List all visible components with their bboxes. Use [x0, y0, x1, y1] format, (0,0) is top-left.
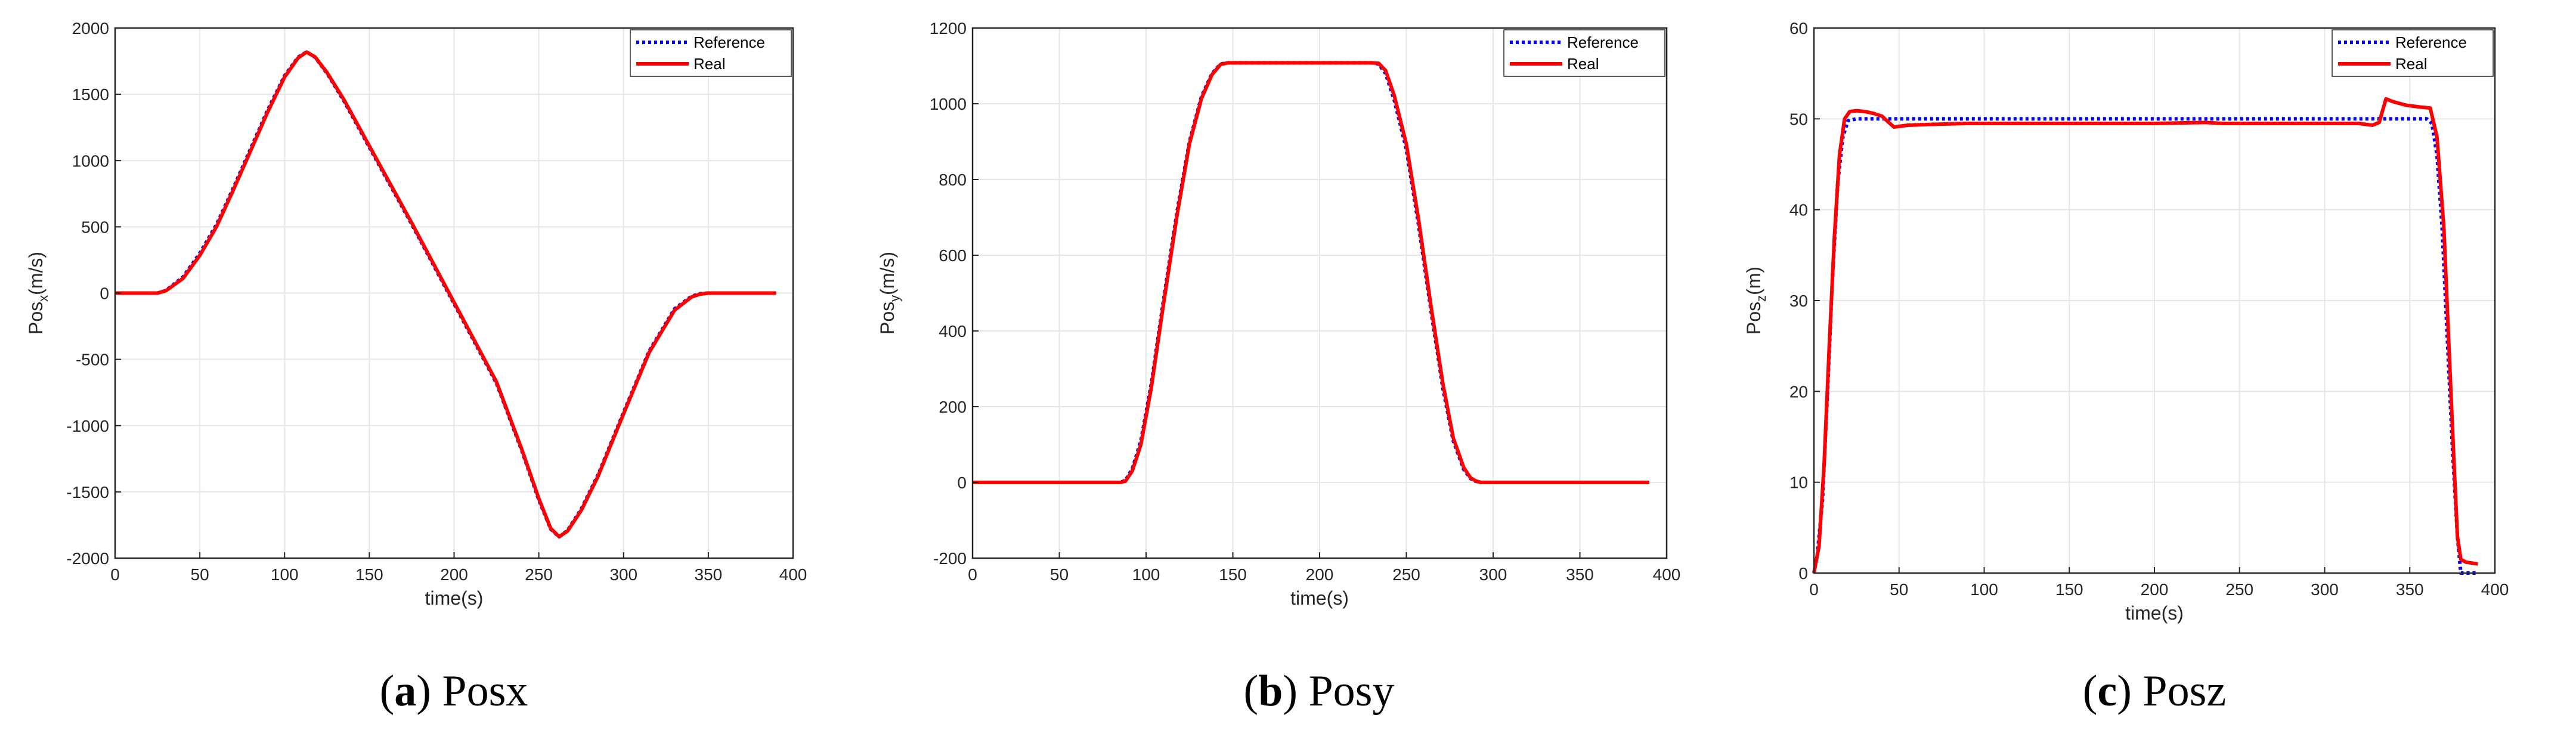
x-tick-label: 200 [2141, 580, 2169, 599]
x-tick-label: 350 [1566, 565, 1594, 584]
x-tick-label: 50 [1890, 580, 1908, 599]
x-tick-label: 100 [1970, 580, 1998, 599]
legend-label-real: Real [2395, 55, 2427, 73]
y-tick-label: 50 [1789, 110, 1808, 128]
y-tick-label: -1500 [66, 483, 109, 502]
y-axis-label: Posx(m/s) [25, 252, 51, 335]
x-axis-label: time(s) [425, 587, 484, 609]
x-tick-label: 0 [110, 565, 120, 584]
x-tick-label: 150 [2055, 580, 2083, 599]
y-tick-label: 400 [939, 322, 967, 341]
legend-label-reference: Reference [2395, 33, 2467, 51]
y-tick-label: 1000 [930, 95, 967, 113]
series-line-real [973, 61, 1649, 484]
legend: Reference Real [2332, 29, 2494, 77]
chart-panel-c: 0 50 100 150 200 250 300 350 400 0 10 20 30 40 50 60 tim… [1743, 19, 2509, 716]
chart-panel-b: 0 50 100 150 200 250 300 350 400-200020040060080… [877, 19, 1680, 716]
x-tick-label: 250 [2225, 580, 2253, 599]
legend: Reference Real [1503, 29, 1665, 77]
y-tick-label: 0 [957, 473, 967, 492]
chart-panel-a: 0 50 100 150 200 250 300 350 400 -2000 -1500 -1000 -… [25, 19, 807, 716]
x-tick-label: 100 [1132, 565, 1160, 584]
legend-label-real: Real [1567, 55, 1599, 73]
x-tick-label: 400 [2481, 580, 2509, 599]
x-tick-label: 300 [609, 565, 637, 584]
x-tick-label: 200 [440, 565, 468, 584]
x-tick-label: 150 [1219, 565, 1247, 584]
y-tick-label: 40 [1789, 201, 1808, 219]
x-tick-label: 300 [2311, 580, 2339, 599]
subfigure-caption: (c) Posz [2083, 667, 2226, 716]
x-tick-label: 350 [2396, 580, 2424, 599]
x-tick-label: 250 [525, 565, 553, 584]
legend-label-reference: Reference [1567, 33, 1639, 51]
y-tick-label: -500 [76, 351, 109, 369]
y-tick-label: 1500 [72, 85, 109, 104]
x-tick-label: 400 [1653, 565, 1681, 584]
y-tick-label: -2000 [66, 549, 109, 568]
y-tick-label: 20 [1789, 382, 1808, 401]
y-tick-label: 1000 [72, 151, 109, 170]
y-tick-label: 800 [939, 171, 967, 189]
legend-box [630, 29, 792, 77]
y-tick-label: 10 [1789, 473, 1808, 492]
y-tick-label: 30 [1789, 292, 1808, 310]
y-tick-label: 60 [1789, 19, 1808, 38]
x-tick-label: 50 [191, 565, 209, 584]
y-axis-label: Posy(m/s) [877, 252, 902, 335]
y-tick-label: 0 [100, 284, 109, 303]
y-tick-label: 1200 [930, 19, 967, 38]
x-tick-label: 50 [1050, 565, 1069, 584]
subfigure-caption: (b) Posy [1244, 667, 1395, 716]
series-line-real [1812, 97, 2478, 574]
y-tick-label: -200 [933, 549, 967, 568]
legend-box [2332, 29, 2494, 77]
x-tick-label: 400 [779, 565, 807, 584]
legend: Reference Real [630, 29, 792, 77]
legend-label-real: Real [693, 55, 725, 73]
x-tick-label: 150 [355, 565, 383, 584]
x-tick-label: 350 [695, 565, 723, 584]
legend-label-reference: Reference [693, 33, 765, 51]
x-tick-label: 0 [968, 565, 977, 584]
x-tick-label: 250 [1392, 565, 1420, 584]
series-line-real [115, 50, 776, 538]
y-tick-label: 600 [939, 246, 967, 265]
x-tick-label: 300 [1479, 565, 1507, 584]
x-tick-label: 200 [1306, 565, 1334, 584]
x-axis-label: time(s) [1290, 587, 1349, 609]
x-tick-label: 100 [271, 565, 299, 584]
subfigure-caption: (a) Posx [380, 667, 528, 716]
y-tick-label: -1000 [66, 417, 109, 435]
y-tick-label: 500 [81, 218, 109, 236]
legend-box [1503, 29, 1665, 77]
y-tick-label: 200 [939, 398, 967, 416]
y-tick-label: 2000 [72, 19, 109, 38]
x-axis-label: time(s) [2125, 602, 2184, 624]
y-tick-label: 0 [1798, 564, 1808, 583]
y-axis-label: Posz(m) [1743, 267, 1769, 335]
x-tick-label: 0 [1809, 580, 1819, 599]
